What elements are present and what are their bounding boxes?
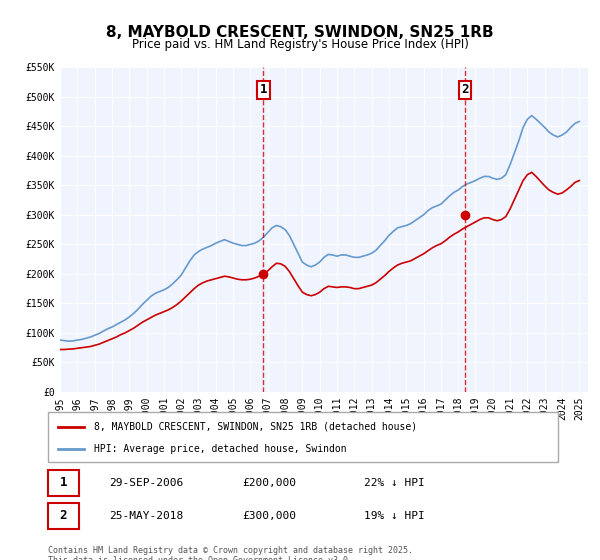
- FancyBboxPatch shape: [48, 412, 558, 462]
- Text: 2: 2: [461, 83, 469, 96]
- Text: £200,000: £200,000: [242, 478, 296, 488]
- Text: 8, MAYBOLD CRESCENT, SWINDON, SN25 1RB: 8, MAYBOLD CRESCENT, SWINDON, SN25 1RB: [106, 25, 494, 40]
- Text: Contains HM Land Registry data © Crown copyright and database right 2025.
This d: Contains HM Land Registry data © Crown c…: [48, 546, 413, 560]
- Text: 2: 2: [59, 510, 67, 522]
- Text: £300,000: £300,000: [242, 511, 296, 521]
- Text: 25-MAY-2018: 25-MAY-2018: [109, 511, 184, 521]
- FancyBboxPatch shape: [48, 470, 79, 496]
- Text: 1: 1: [59, 477, 67, 489]
- FancyBboxPatch shape: [48, 503, 79, 529]
- Text: HPI: Average price, detached house, Swindon: HPI: Average price, detached house, Swin…: [94, 445, 347, 454]
- Text: 29-SEP-2006: 29-SEP-2006: [109, 478, 184, 488]
- Text: 1: 1: [260, 83, 267, 96]
- Text: Price paid vs. HM Land Registry's House Price Index (HPI): Price paid vs. HM Land Registry's House …: [131, 38, 469, 51]
- Text: 22% ↓ HPI: 22% ↓ HPI: [364, 478, 425, 488]
- Text: 8, MAYBOLD CRESCENT, SWINDON, SN25 1RB (detached house): 8, MAYBOLD CRESCENT, SWINDON, SN25 1RB (…: [94, 422, 417, 432]
- Text: 19% ↓ HPI: 19% ↓ HPI: [364, 511, 425, 521]
